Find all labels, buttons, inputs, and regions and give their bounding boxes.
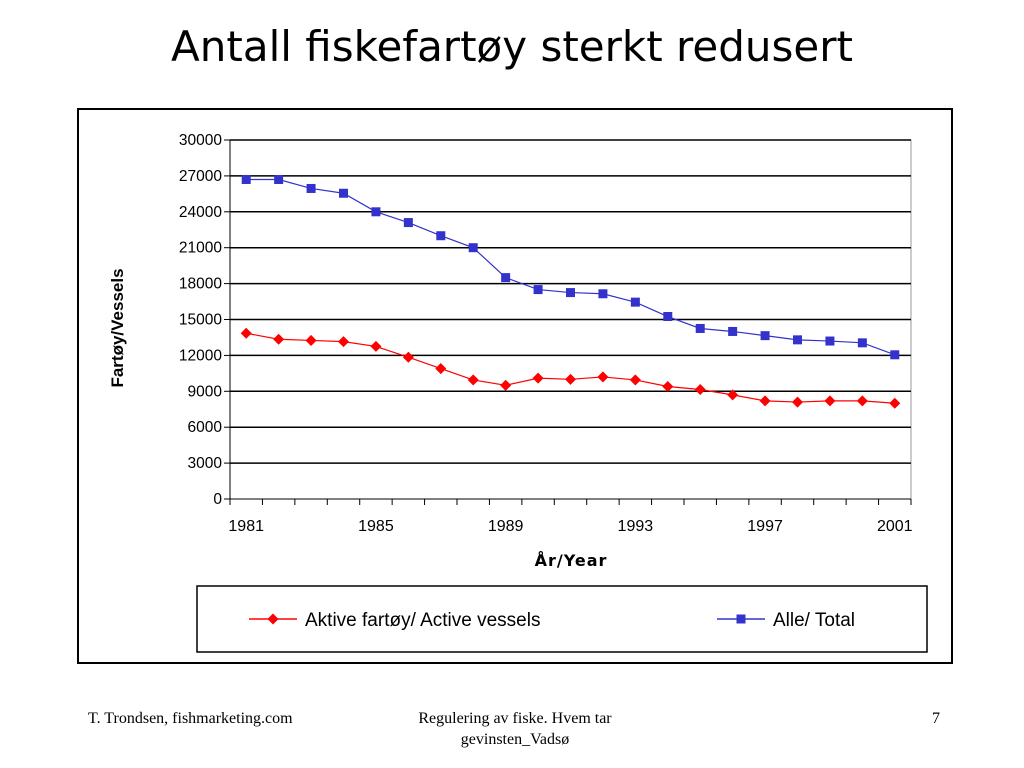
y-tick-label: 9000	[188, 383, 223, 400]
y-tick-label: 21000	[179, 240, 222, 257]
y-axis-label: Fartøy/Vessels	[108, 268, 127, 387]
y-tick-label: 6000	[188, 419, 223, 436]
x-axis-label: År/Year	[535, 551, 608, 570]
data-point	[694, 383, 706, 396]
data-point	[274, 174, 284, 184]
data-point	[759, 395, 771, 407]
legend-label: Aktive fartøy/ Active vessels	[305, 610, 540, 631]
x-tick-label: 1981	[228, 518, 264, 535]
y-tick-label: 18000	[179, 276, 222, 293]
data-point	[597, 371, 609, 383]
chart-frame: 0 3000 6000 9000 12000 15000 18000 21000 24000 27…	[77, 108, 953, 664]
legend-marker	[267, 613, 279, 625]
data-point	[793, 335, 802, 345]
data-point	[532, 372, 544, 384]
data-point	[533, 285, 543, 295]
data-point	[402, 351, 414, 363]
data-point	[695, 323, 705, 333]
legend-label: Alle/ Total	[773, 610, 855, 631]
slide-title: Antall fiskefartøy sterkt redusert	[171, 22, 853, 71]
x-tick-label: 1989	[488, 518, 524, 535]
x-tick-label: 2001	[877, 518, 913, 535]
series-line-2	[246, 178, 895, 356]
legend-box	[196, 585, 928, 653]
data-point	[436, 231, 446, 241]
x-tick-label: 1997	[747, 518, 783, 535]
data-point	[728, 326, 738, 336]
data-point	[337, 336, 350, 348]
data-point	[435, 363, 447, 375]
x-tick-label: 1993	[618, 518, 654, 535]
y-tick-label: 15000	[179, 312, 222, 329]
data-point	[403, 218, 413, 228]
data-point	[370, 340, 382, 352]
data-point	[630, 297, 640, 307]
y-tick-label: 3000	[188, 455, 223, 472]
data-point	[240, 327, 252, 339]
y-tick-label: 12000	[179, 347, 222, 364]
data-point	[856, 395, 868, 407]
data-point	[566, 288, 575, 298]
data-point	[467, 374, 479, 386]
y-tick-label: 30000	[179, 132, 222, 149]
data-point	[791, 396, 804, 408]
data-point	[629, 374, 641, 386]
data-point	[339, 188, 348, 198]
y-tick-label: 0	[213, 491, 222, 508]
data-point	[662, 381, 674, 393]
data-point	[825, 336, 835, 346]
data-point	[564, 373, 577, 385]
data-point	[500, 379, 512, 391]
data-point	[889, 397, 901, 409]
data-point	[501, 273, 511, 283]
page-number: 7	[932, 710, 940, 727]
data-point	[727, 389, 739, 401]
data-point	[760, 331, 770, 341]
data-point	[241, 174, 251, 184]
data-point	[824, 395, 836, 407]
data-point	[663, 312, 673, 322]
data-point	[371, 207, 381, 217]
footer-author: T. Trondsen, fishmarketing.com	[88, 710, 293, 727]
data-point	[468, 243, 478, 253]
data-point	[305, 334, 317, 346]
line-chart: 0 3000 6000 9000 12000 15000 18000 21000 24000 27…	[108, 132, 928, 653]
data-point	[306, 183, 316, 193]
data-point	[273, 333, 285, 345]
y-tick-label: 24000	[179, 204, 222, 221]
data-point	[598, 289, 608, 299]
footer-presentation-title: Regulering av fiske. Hvem tar gevinsten_…	[418, 710, 612, 748]
legend-marker	[736, 614, 746, 624]
data-point	[890, 350, 900, 360]
data-point	[857, 338, 867, 348]
y-tick-label: 27000	[179, 168, 222, 185]
x-tick-label: 1985	[358, 518, 394, 535]
